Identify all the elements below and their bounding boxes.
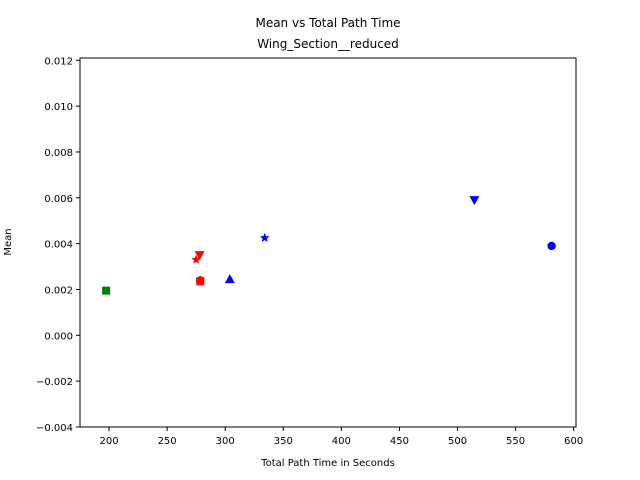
x-tick-label: 300 — [216, 436, 235, 447]
data-point-square — [196, 277, 205, 286]
data-point-triangle-down — [194, 251, 205, 261]
data-point-square — [102, 286, 111, 295]
y-axis-label: Mean — [3, 228, 14, 255]
x-tick-label: 350 — [274, 436, 293, 447]
y-tick-label: 0.006 — [44, 194, 73, 205]
x-tick-label: 250 — [158, 436, 177, 447]
y-tick-label: 0.008 — [44, 148, 73, 159]
data-points — [102, 196, 556, 295]
chart-title: Mean vs Total Path Time — [255, 16, 400, 30]
chart-subtitle: Wing_Section__reduced — [257, 37, 399, 51]
x-tick-label: 200 — [99, 436, 118, 447]
y-tick-label: 0.002 — [44, 285, 73, 296]
y-axis: −0.004 −0.002 0.000 0.002 0.004 0.006 0.008 0.0… — [36, 56, 80, 434]
y-tick-label: 0.010 — [44, 102, 73, 113]
y-tick-label: 0.012 — [44, 56, 73, 67]
y-tick-label: −0.002 — [36, 377, 73, 388]
x-axis-label: Total Path Time in Seconds — [260, 458, 395, 469]
x-tick-label: 500 — [448, 436, 467, 447]
y-tick-label: 0.004 — [44, 240, 73, 251]
plot-area-frame — [79, 57, 577, 428]
data-point-circle — [547, 241, 556, 251]
x-axis: 200 250 300 350 400 450 500 550 600 — [99, 427, 583, 447]
data-point-triangle-down — [469, 196, 480, 206]
x-tick-label: 450 — [390, 436, 409, 447]
x-tick-label: 550 — [506, 436, 525, 447]
data-point-star — [259, 232, 270, 242]
y-tick-label: 0.000 — [44, 331, 73, 342]
x-tick-label: 400 — [332, 436, 351, 447]
data-point-triangle-up — [224, 274, 235, 284]
data-point-star — [191, 254, 201, 264]
x-tick-label: 600 — [564, 436, 583, 447]
y-tick-label: −0.004 — [36, 423, 73, 434]
